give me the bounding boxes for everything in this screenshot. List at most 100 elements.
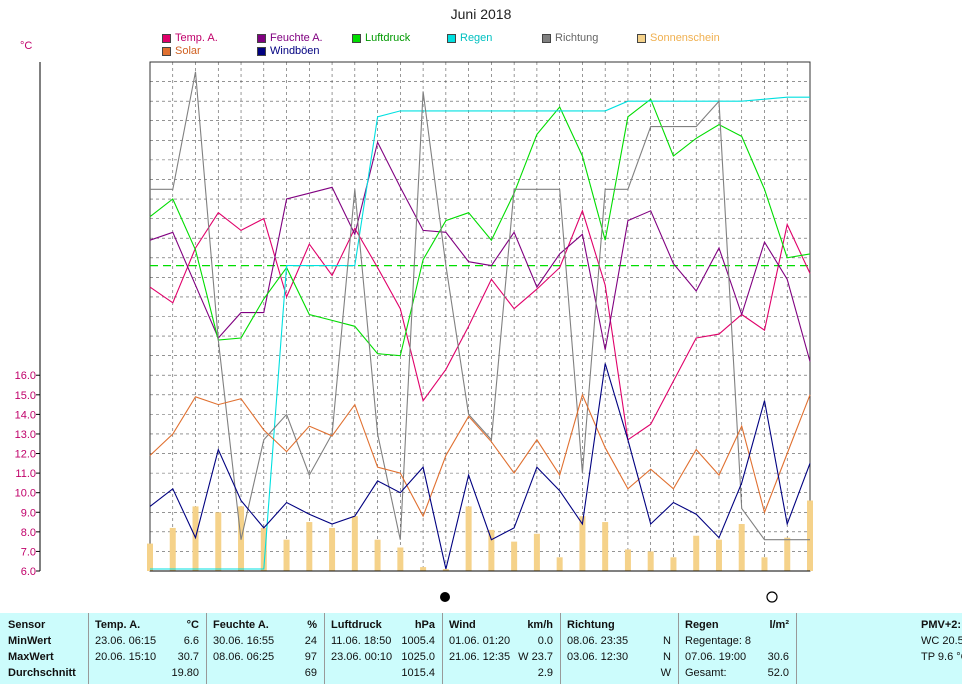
sunshine-bar <box>511 541 518 571</box>
legend-feuchte: Feuchte A. <box>257 32 323 44</box>
sunshine-bar <box>670 557 677 571</box>
legend-sonnenschein: Sonnenschein <box>637 32 720 44</box>
sunshine-bar <box>579 516 586 571</box>
series-line-temp-a- <box>149 209 811 441</box>
hdr-temp: Temp. A. <box>95 619 141 631</box>
sunshine-bar <box>556 557 563 571</box>
series-line-luftdruck <box>149 98 811 357</box>
legend-swatch-sonnenschein <box>637 33 646 43</box>
sunshine-bar <box>442 569 449 571</box>
richtung-max-value: N <box>663 651 671 663</box>
series-lines <box>149 71 811 570</box>
sunshine-bar <box>351 516 358 571</box>
col-regen: Regen l/m² Regentage: 8 07.06. 19:00 30.… <box>678 613 797 684</box>
sunshine-bar <box>647 551 654 571</box>
hdr-sensor: Sensor <box>8 619 46 631</box>
col-feuchte: Feuchte A. % 30.06. 16:55 24 08.06. 06:2… <box>206 613 325 684</box>
y-tick-label: 9.0 <box>21 507 36 519</box>
sunshine-bar <box>169 527 176 571</box>
full-moon-icon <box>766 591 778 603</box>
legend-luftdruck: Luftdruck <box>352 32 410 44</box>
legend-swatch-windboeen <box>257 46 266 56</box>
temp-max-time: 20.06. 15:10 <box>95 651 157 663</box>
hdr-regen: Regen <box>685 619 719 631</box>
hdr-luftdruck: Luftdruck <box>331 619 382 631</box>
series-line-windb-en <box>149 363 811 570</box>
legend-solar: Solar <box>162 45 201 57</box>
y-tick-label: 7.0 <box>21 546 36 558</box>
hdr-feuchte-unit: % <box>307 619 317 631</box>
luft-min-value: 1005.4 <box>401 635 435 647</box>
sunshine-bar <box>602 522 609 571</box>
sunshine-bar <box>807 500 813 571</box>
sunshine-bar <box>374 539 381 571</box>
y-tick-label: 6.0 <box>21 566 36 578</box>
regen-tage: Regentage: 8 <box>685 635 752 647</box>
y-tick-label: 13.0 <box>15 429 36 441</box>
regen-total-value: 52.0 <box>767 667 789 679</box>
richtung-min-time: 08.06. 23:35 <box>567 635 629 647</box>
feuchte-min-value: 24 <box>304 635 317 647</box>
feuchte-max-value: 97 <box>304 651 317 663</box>
hdr-temp-unit: °C <box>186 619 199 631</box>
temp-avg-value: 19.80 <box>171 667 199 679</box>
legend-richtung: Richtung <box>542 32 598 44</box>
temp-min-value: 6.6 <box>183 635 199 647</box>
col-pmv: PMV+2: WC 20.5 TP 9.6 °C <box>796 613 962 684</box>
sunshine-bar <box>624 549 631 571</box>
hdr-pmv: PMV+2: <box>921 619 962 631</box>
row-label: MaxWert <box>8 651 54 663</box>
hdr-richtung: Richtung <box>567 619 615 631</box>
sunshine-bar <box>784 537 791 571</box>
pmv-tp: TP 9.6 °C <box>921 651 962 663</box>
series-line-solar <box>149 393 811 518</box>
wind-max-time: 21.06. 12:35 <box>449 651 511 663</box>
y-tick-label: 8.0 <box>21 527 36 539</box>
sunshine-bar <box>761 557 768 571</box>
row-label: MinWert <box>8 635 52 647</box>
hdr-wind-unit: km/h <box>527 619 553 631</box>
sunshine-bar <box>738 524 745 571</box>
luft-max-value: 1025.0 <box>401 651 435 663</box>
luft-max-time: 23.06. 00:10 <box>331 651 393 663</box>
chart-title: Juni 2018 <box>450 6 512 22</box>
sunshine-bar <box>147 543 153 571</box>
legend-swatch-regen <box>447 33 456 43</box>
luft-min-time: 11.06. 18:50 <box>331 635 392 647</box>
sunshine-bar <box>215 512 222 571</box>
y-tick-label: 12.0 <box>15 449 36 461</box>
pmv-wc: WC 20.5 <box>921 635 962 647</box>
grid <box>149 61 811 572</box>
richtung-min-value: N <box>663 635 671 647</box>
y-tick-label: 15.0 <box>15 390 36 402</box>
series-line-feuchte-a- <box>149 140 811 362</box>
y-unit-label: °C <box>20 40 33 52</box>
y-axis: 6.0 7.0 8.0 9.0 10.0 11.0 12.0 13.0 14.0 15.0 16.0 <box>15 370 40 578</box>
sunshine-bar <box>397 547 404 571</box>
y-tick-label: 14.0 <box>15 409 36 421</box>
legend-windboeen: Windböen <box>257 45 320 57</box>
sunshine-bar <box>533 533 540 571</box>
sunshine-bar <box>420 567 427 571</box>
hdr-feuchte: Feuchte A. <box>213 619 269 631</box>
feuchte-avg-value: 69 <box>304 667 317 679</box>
wind-min-time: 01.06. 01:20 <box>449 635 511 647</box>
col-richtung: Richtung 08.06. 23:35 N 03.06. 12:30 N W <box>560 613 679 684</box>
legend-swatch-temp <box>162 33 171 43</box>
legend-regen: Regen <box>447 32 492 44</box>
y-tick-label: 16.0 <box>15 370 36 382</box>
wind-max-value: W 23.7 <box>518 651 553 663</box>
col-temp: Temp. A. °C 23.06. 06:15 6.6 20.06. 15:1… <box>88 613 207 684</box>
y-tick-label: 10.0 <box>15 488 36 500</box>
row-label: Durchschnitt <box>8 667 76 679</box>
legend-swatch-feuchte <box>257 33 266 43</box>
sunshine-bar <box>488 529 495 571</box>
sunshine-bar <box>283 539 290 571</box>
sunshine-bar <box>329 527 336 571</box>
legend-swatch-luftdruck <box>352 33 361 43</box>
new-moon-icon <box>440 592 450 602</box>
hdr-wind: Wind <box>449 619 476 631</box>
temp-min-time: 23.06. 06:15 <box>95 635 157 647</box>
col-luftdruck: Luftdruck hPa 11.06. 18:50 1005.4 23.06.… <box>324 613 443 684</box>
chart-area: 6.0 7.0 8.0 9.0 10.0 11.0 12.0 13.0 14.0 15.0 16.0 <box>15 61 813 603</box>
